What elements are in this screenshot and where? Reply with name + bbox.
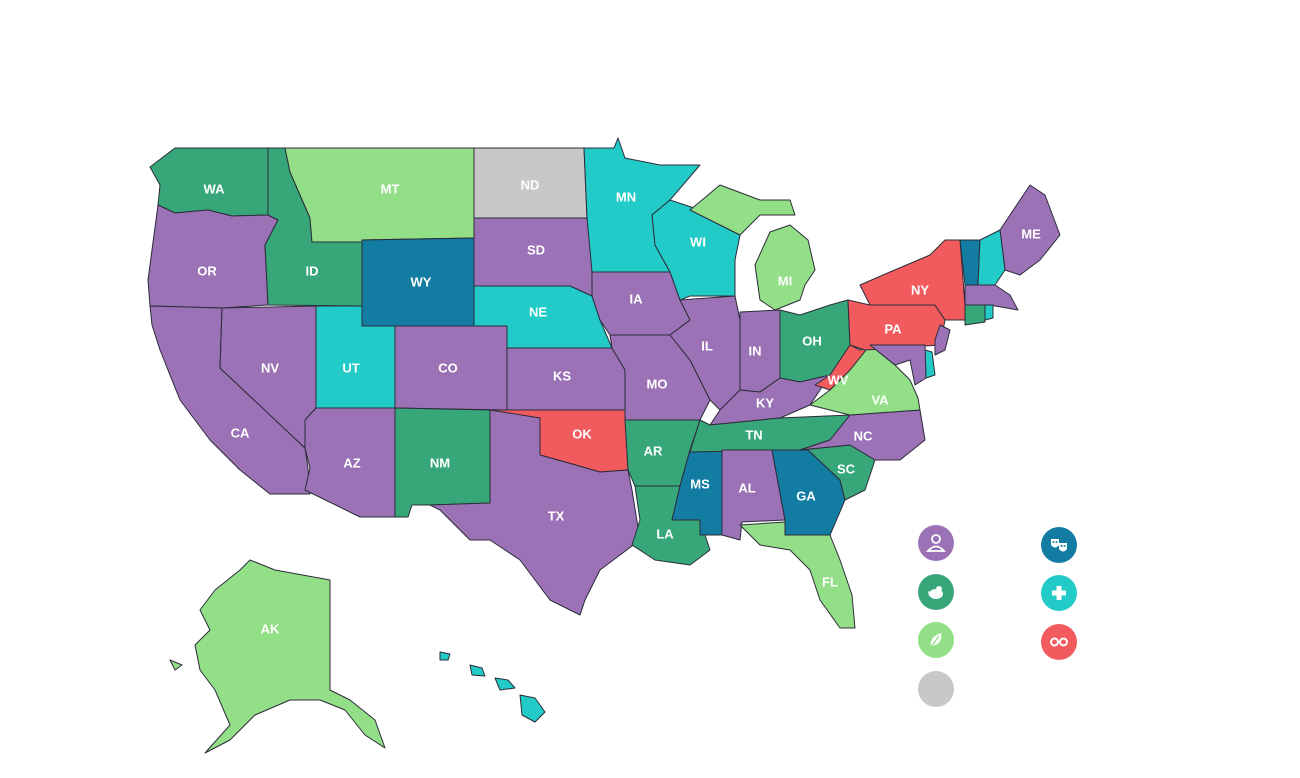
person-icon (925, 534, 947, 552)
state-sd[interactable] (473, 217, 593, 297)
glasses-icon (1050, 637, 1068, 647)
state-wa[interactable] (149, 147, 269, 217)
plus-icon (1052, 586, 1066, 600)
state-md[interactable] (869, 344, 927, 386)
state-mt[interactable] (284, 147, 475, 243)
legend-light-green[interactable] (918, 622, 954, 658)
state-nd[interactable] (473, 147, 588, 219)
state-tx[interactable] (429, 409, 641, 616)
state-co[interactable] (394, 325, 508, 411)
state-me[interactable] (999, 184, 1061, 276)
state-il[interactable] (669, 295, 741, 411)
state-az[interactable] (304, 407, 396, 518)
legend-dark-blue[interactable] (1041, 527, 1077, 563)
leaf-icon (930, 633, 942, 648)
legend-dark-green[interactable] (918, 574, 954, 610)
legend-teal[interactable] (1041, 575, 1077, 611)
state-or[interactable] (147, 204, 279, 309)
state-nh[interactable] (977, 229, 1006, 286)
legend-purple[interactable] (918, 525, 954, 561)
legend-red[interactable] (1041, 624, 1077, 660)
state-fl[interactable] (739, 521, 856, 629)
legend-gray[interactable] (918, 671, 954, 707)
state-hi[interactable] (439, 651, 546, 723)
state-ak[interactable] (169, 559, 386, 754)
state-ks[interactable] (506, 347, 626, 411)
bird-icon (928, 586, 943, 599)
state-ct[interactable] (964, 304, 986, 326)
state-nm[interactable] (394, 407, 491, 518)
state-wy[interactable] (361, 237, 475, 327)
state-pa[interactable] (847, 299, 946, 351)
state-in[interactable] (739, 309, 781, 393)
theater-masks-icon (1051, 539, 1067, 552)
state-nj[interactable] (934, 324, 951, 356)
state-ri[interactable] (984, 304, 994, 321)
state-de[interactable] (924, 349, 936, 379)
state-mi[interactable] (689, 184, 816, 311)
